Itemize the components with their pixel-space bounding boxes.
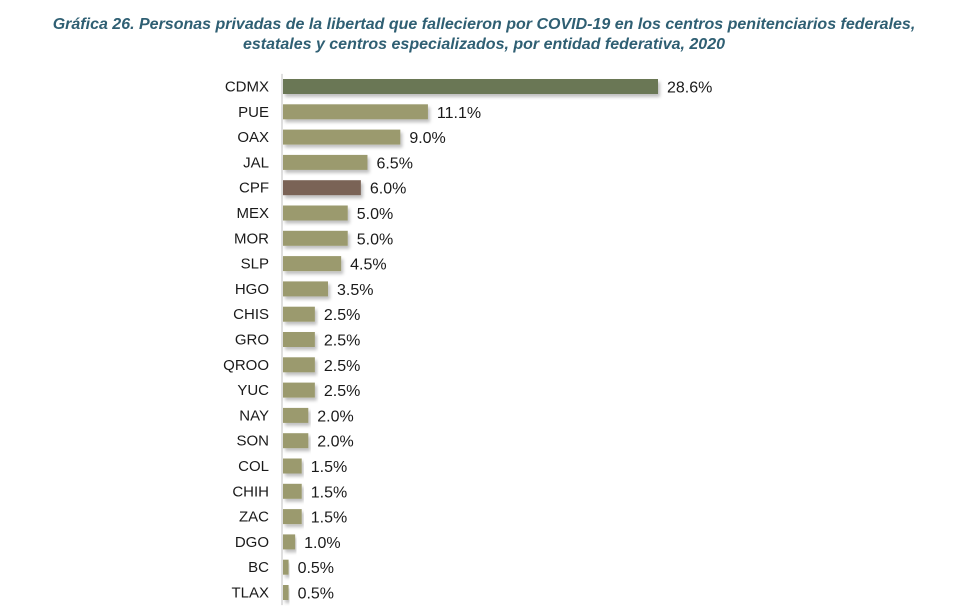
- value-label-bc: 0.5%: [298, 560, 334, 577]
- value-label-mex: 5.0%: [357, 206, 393, 223]
- category-label-oax: OAX: [237, 129, 269, 146]
- category-label-mex: MEX: [236, 205, 269, 222]
- chart-title-line-2: estatales y centros especializados, por …: [243, 36, 725, 53]
- value-label-chih: 1.5%: [311, 484, 347, 501]
- chart-title: Gráfica 26. Personas privadas de la libe…: [0, 15, 968, 55]
- bar-nay: [283, 407, 309, 423]
- bar-chis: [283, 306, 315, 322]
- bar-tlax: [283, 585, 289, 600]
- bar-son: [283, 433, 309, 449]
- value-labels-group: 28.6% 11.1% 9.0% 6.5% 6.0% 5.0% 5.0% 4.5% 3.5% 2.…: [298, 80, 713, 603]
- bars-group: [283, 79, 658, 600]
- value-label-yuc: 2.5%: [324, 383, 360, 400]
- value-label-son: 2.0%: [317, 434, 353, 451]
- value-label-cpf: 6.0%: [370, 181, 406, 198]
- category-label-zac: ZAC: [239, 509, 269, 526]
- value-label-dgo: 1.0%: [304, 535, 340, 552]
- category-label-yuc: YUC: [237, 382, 269, 399]
- value-label-qroo: 2.5%: [324, 358, 360, 375]
- bar-jal: [283, 154, 368, 170]
- category-label-pue: PUE: [238, 104, 269, 121]
- bar-oax: [283, 129, 401, 145]
- bar-gro: [283, 332, 315, 347]
- bar-bc: [283, 559, 289, 575]
- value-label-col: 1.5%: [311, 459, 347, 476]
- category-label-dgo: DGO: [235, 534, 269, 551]
- bar-cdmx: [283, 79, 658, 94]
- value-label-mor: 5.0%: [357, 231, 393, 248]
- bar-cpf: [283, 180, 361, 196]
- bar-hgo: [283, 281, 329, 297]
- category-label-chis: CHIS: [233, 306, 269, 323]
- value-label-zac: 1.5%: [311, 510, 347, 527]
- chart-title-line-1: Gráfica 26. Personas privadas de la libe…: [52, 16, 916, 33]
- category-label-gro: GRO: [235, 332, 269, 349]
- value-label-tlax: 0.5%: [298, 586, 334, 603]
- category-label-nay: NAY: [239, 407, 269, 424]
- category-label-cdmx: CDMX: [225, 79, 269, 96]
- category-label-qroo: QROO: [223, 357, 269, 374]
- category-label-cpf: CPF: [239, 180, 269, 197]
- category-label-col: COL: [238, 458, 269, 475]
- bar-chih: [283, 483, 302, 499]
- bar-qroo: [283, 357, 315, 373]
- value-label-chis: 2.5%: [324, 307, 360, 324]
- category-label-bc: BC: [248, 559, 269, 576]
- category-label-jal: JAL: [243, 154, 269, 171]
- value-label-slp: 4.5%: [350, 257, 386, 274]
- value-label-jal: 6.5%: [376, 155, 412, 172]
- bar-mex: [283, 205, 348, 221]
- value-label-nay: 2.0%: [317, 408, 353, 425]
- category-label-hgo: HGO: [235, 281, 269, 298]
- value-label-hgo: 3.5%: [337, 282, 373, 299]
- category-label-mor: MOR: [234, 230, 269, 247]
- bar-yuc: [283, 382, 315, 398]
- bar-col: [283, 458, 302, 474]
- category-labels-group: CDMX PUE OAX JAL CPF MEX MOR SLP HGO CHIS GRO QROO Y…: [223, 79, 269, 602]
- bar-zac: [283, 509, 302, 525]
- bar-pue: [283, 104, 428, 120]
- category-label-slp: SLP: [241, 256, 269, 273]
- bar-mor: [283, 230, 348, 246]
- category-label-son: SON: [236, 433, 269, 450]
- value-label-cdmx: 28.6%: [667, 80, 712, 97]
- category-label-chih: CHIH: [232, 483, 269, 500]
- category-label-tlax: TLAX: [231, 585, 269, 602]
- value-label-pue: 11.1%: [437, 105, 481, 122]
- bar-slp: [283, 256, 342, 272]
- bar-dgo: [283, 534, 296, 550]
- value-label-gro: 2.5%: [324, 333, 360, 350]
- value-label-oax: 9.0%: [409, 130, 445, 147]
